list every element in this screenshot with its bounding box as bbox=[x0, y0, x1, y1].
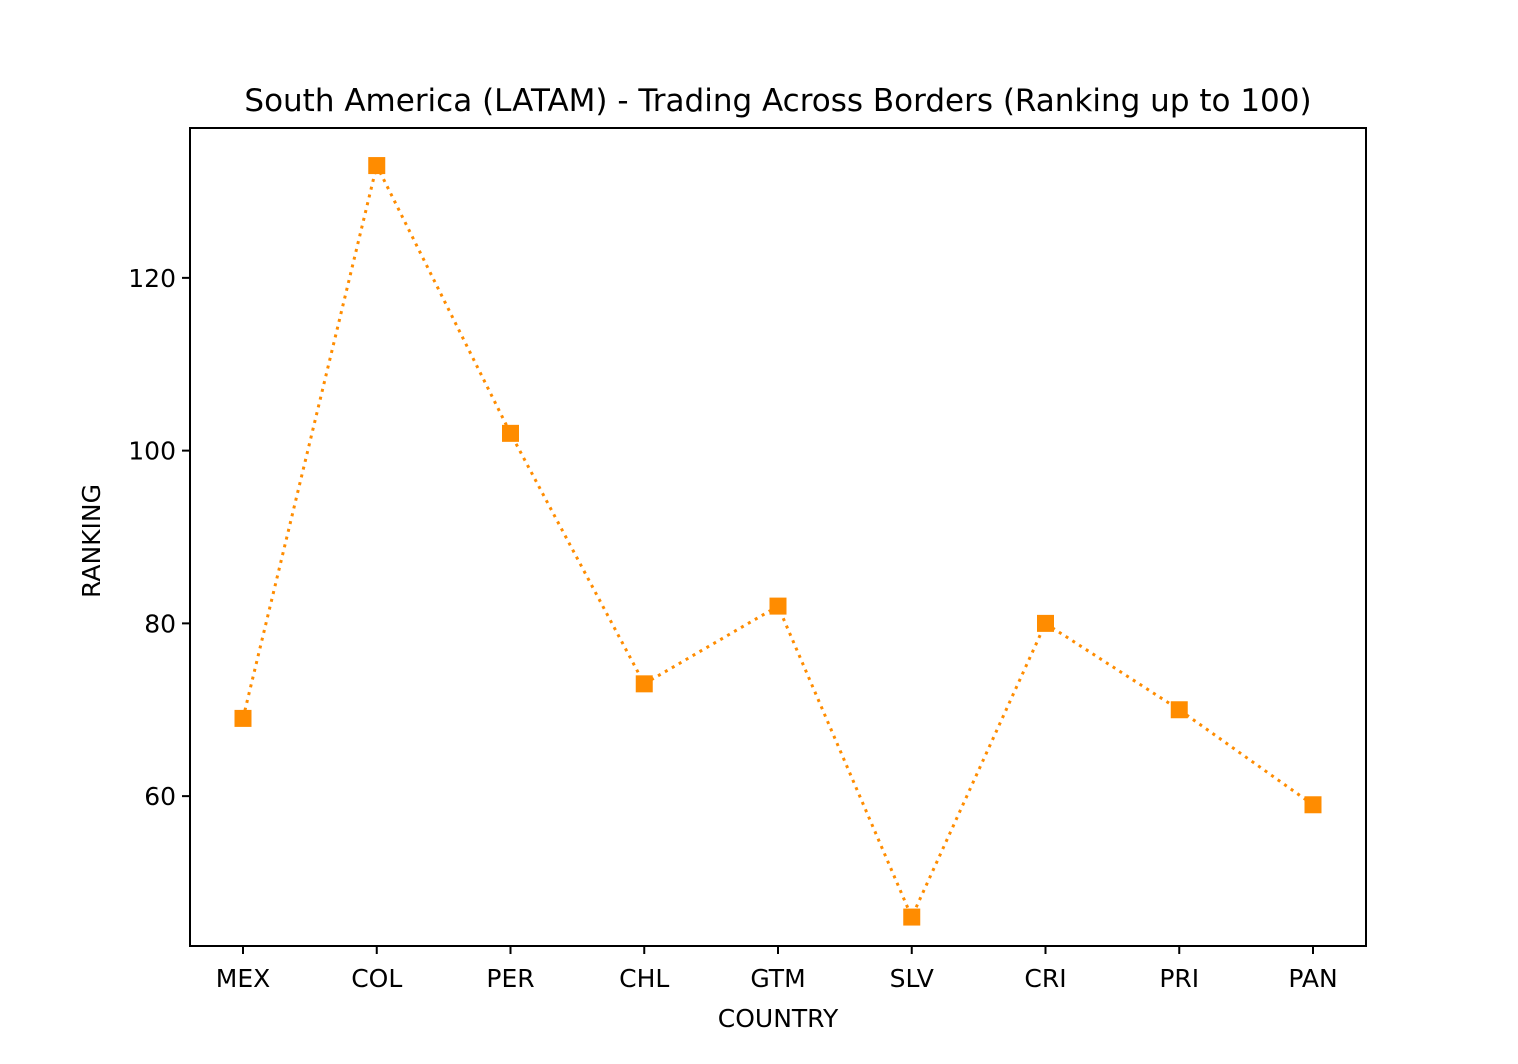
y-axis-label: RANKING bbox=[77, 484, 106, 598]
chart-title: South America (LATAM) - Trading Across B… bbox=[244, 83, 1311, 119]
data-point-marker bbox=[1304, 796, 1322, 814]
x-tick-label: MEX bbox=[216, 964, 271, 993]
x-axis-label: COUNTRY bbox=[718, 1004, 839, 1033]
x-tick-label: PRI bbox=[1159, 964, 1199, 993]
plot-frame bbox=[189, 127, 1367, 947]
series-layer bbox=[234, 157, 1322, 926]
x-tick-label: CRI bbox=[1024, 964, 1066, 993]
x-tick-label: PAN bbox=[1288, 964, 1337, 993]
y-tick-label: 60 bbox=[144, 782, 176, 811]
x-tick-label: PER bbox=[486, 964, 534, 993]
data-point-marker bbox=[1037, 614, 1054, 632]
y-tick-label: 80 bbox=[144, 609, 176, 638]
x-tick-label: CHL bbox=[619, 964, 669, 993]
x-axis-ticks: MEX COL PER CHL GTM SLV CRI PRI PAN bbox=[216, 946, 1338, 993]
data-point-marker bbox=[769, 597, 787, 615]
x-tick-label: COL bbox=[351, 964, 402, 993]
data-point-marker bbox=[903, 908, 921, 926]
data-point-marker bbox=[635, 675, 653, 693]
data-point-marker bbox=[502, 424, 519, 442]
y-axis-ticks: 60 80 100 120 bbox=[128, 264, 190, 811]
data-point-marker bbox=[234, 709, 252, 727]
data-point-marker bbox=[368, 157, 386, 175]
y-tick-label: 120 bbox=[128, 264, 176, 293]
y-tick-label: 100 bbox=[128, 437, 176, 466]
x-tick-label: SLV bbox=[890, 964, 934, 993]
data-point-marker bbox=[1170, 701, 1188, 719]
x-tick-label: GTM bbox=[750, 964, 805, 993]
